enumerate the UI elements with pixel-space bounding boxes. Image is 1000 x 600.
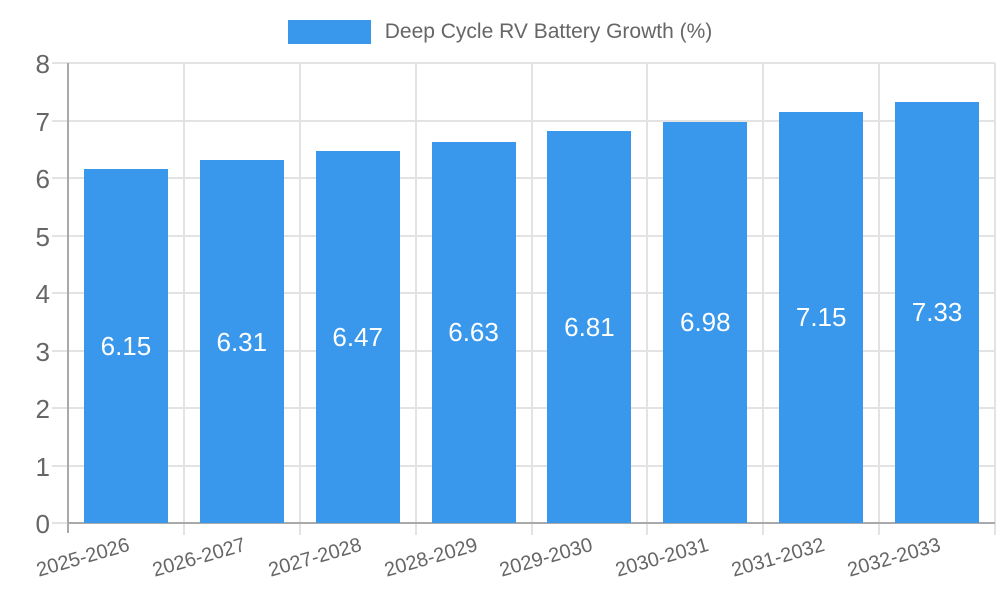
v-gridline	[994, 63, 996, 523]
legend-swatch	[287, 20, 371, 44]
bar-value-label: 6.81	[564, 312, 615, 343]
y-axis-tick-label: 6	[35, 164, 50, 194]
bar[interactable]	[895, 101, 980, 523]
y-tick-mark	[52, 464, 68, 467]
x-tick-mark	[762, 523, 765, 535]
bar[interactable]	[779, 111, 864, 523]
y-axis-tick-label: 2	[35, 394, 50, 424]
y-tick-mark	[52, 349, 68, 352]
v-gridline	[414, 63, 417, 523]
x-tick-mark	[414, 523, 417, 535]
bar[interactable]	[547, 131, 632, 523]
v-gridline	[878, 63, 881, 523]
y-axis-tick-label: 3	[35, 336, 50, 367]
v-gridline	[762, 63, 765, 523]
bar-value-label: 6.31	[216, 326, 268, 357]
bar[interactable]	[663, 121, 748, 523]
y-axis-tick-label: 7	[35, 106, 50, 137]
bar-value-label: 6.63	[448, 317, 499, 348]
v-gridline	[646, 63, 649, 523]
chart-legend[interactable]: Deep Cycle RV Battery Growth (%)	[0, 18, 1000, 46]
y-tick-mark	[52, 62, 68, 64]
bar[interactable]	[83, 169, 168, 523]
y-axis-tick-label: 0	[35, 509, 50, 539]
bar-value-label: 6.47	[332, 321, 383, 352]
x-tick-mark	[298, 523, 301, 535]
y-tick-mark	[52, 234, 68, 237]
bar[interactable]	[199, 160, 284, 523]
bar-value-label: 6.15	[100, 331, 152, 362]
bar-value-label: 6.98	[680, 307, 731, 338]
y-axis-tick-label: 8	[35, 49, 50, 79]
legend-label: Deep Cycle RV Battery Growth (%)	[384, 20, 713, 43]
v-gridline	[298, 63, 301, 523]
x-tick-mark	[646, 523, 649, 535]
y-tick-mark	[52, 292, 68, 294]
y-axis-tick-label: 5	[35, 221, 50, 252]
y-tick-mark	[52, 119, 68, 122]
x-tick-mark	[530, 523, 533, 535]
v-gridline	[530, 63, 533, 523]
bar[interactable]	[315, 150, 400, 523]
bar[interactable]	[431, 141, 516, 523]
y-tick-mark	[52, 407, 68, 409]
y-tick-mark	[52, 177, 68, 179]
bar-value-label: 7.33	[911, 297, 963, 328]
x-tick-mark	[878, 523, 881, 535]
bar-value-label: 7.15	[795, 302, 847, 333]
x-tick-mark	[994, 523, 996, 535]
v-gridline	[182, 63, 185, 523]
x-axis-line	[68, 522, 995, 524]
x-tick-mark	[182, 523, 185, 535]
y-tick-mark	[52, 522, 68, 524]
y-axis-tick-label: 1	[35, 451, 50, 482]
y-axis-line	[67, 63, 69, 533]
y-axis-tick-label: 4	[35, 279, 50, 309]
